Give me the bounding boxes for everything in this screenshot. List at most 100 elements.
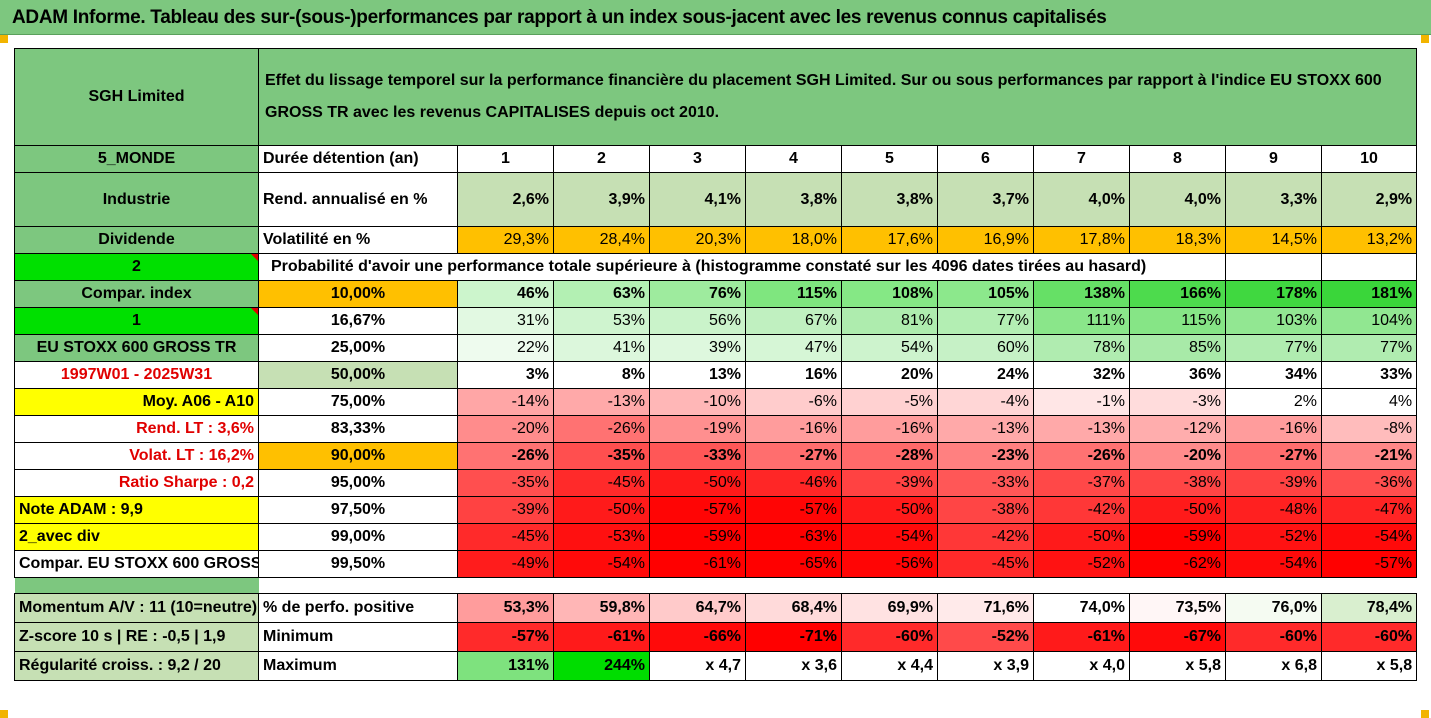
threshold-cell: 83,33% xyxy=(258,415,458,443)
probability-cell: -42% xyxy=(937,523,1034,551)
probability-cell: 24% xyxy=(937,361,1034,389)
perf-pos-cell: 59,8% xyxy=(553,593,650,623)
probability-cell: -27% xyxy=(1225,442,1322,470)
probability-cell: -27% xyxy=(745,442,842,470)
corner-marker xyxy=(1421,35,1429,43)
vol-cell: 20,3% xyxy=(649,226,746,254)
probability-cell: -8% xyxy=(1320,415,1418,443)
probability-cell: -23% xyxy=(937,442,1034,470)
probability-cell: 36% xyxy=(1129,361,1226,389)
probability-cell: -42% xyxy=(1033,496,1130,524)
rend-cell: 3,9% xyxy=(553,172,650,227)
probability-cell: -50% xyxy=(553,496,650,524)
probability-cell: 60% xyxy=(937,334,1034,362)
perf-pos-cell: 53,3% xyxy=(457,593,554,623)
period-label: 1997W01 - 2025W31 xyxy=(14,361,259,389)
threshold-cell: 25,00% xyxy=(258,334,458,362)
probability-cell: 85% xyxy=(1129,334,1226,362)
probability-row: 1 16,67% 31% 53% 56% 67% 81% 77% 111% 115% 103% 104… xyxy=(14,307,1418,335)
probability-cell: -48% xyxy=(1225,496,1322,524)
year-header: 9 xyxy=(1225,145,1322,173)
minimum-cell: -66% xyxy=(649,622,746,652)
vol-cell: 13,2% xyxy=(1320,226,1418,254)
probability-row: EU STOXX 600 GROSS TR 25,00% 22% 41% 39% 47% 5… xyxy=(14,334,1418,362)
probability-cell: -21% xyxy=(1320,442,1418,470)
probability-cell: -50% xyxy=(841,496,938,524)
probability-cell: -20% xyxy=(457,415,554,443)
zone-label[interactable]: 5_MONDE xyxy=(14,145,259,173)
probability-cell: 13% xyxy=(649,361,746,389)
spacer-row xyxy=(259,578,1417,594)
probability-cell: -50% xyxy=(1033,523,1130,551)
sector-label[interactable]: Industrie xyxy=(14,172,259,227)
probability-cell: -54% xyxy=(1225,550,1322,578)
dividend-label[interactable]: Dividende xyxy=(14,226,259,254)
perf-pos-cell: 64,7% xyxy=(649,593,746,623)
avec-div-label[interactable]: 2_avec div xyxy=(14,523,259,551)
vol-cell: 18,3% xyxy=(1129,226,1226,254)
probability-cell: -46% xyxy=(745,469,842,497)
probability-cell: -59% xyxy=(1129,523,1226,551)
minimum-cell: -61% xyxy=(553,622,650,652)
maximum-cell: 244% xyxy=(553,651,650,681)
probability-cell: 181% xyxy=(1320,280,1418,308)
threshold-cell: 99,50% xyxy=(258,550,458,578)
probability-cell: -26% xyxy=(457,442,554,470)
duree-label: Durée détention (an) xyxy=(258,145,458,173)
rend-cell: 4,0% xyxy=(1033,172,1130,227)
rend-lt-label: Rend. LT : 3,6% xyxy=(14,415,259,443)
year-header: 7 xyxy=(1033,145,1130,173)
probability-cell: 108% xyxy=(841,280,938,308)
probability-row: 1997W01 - 2025W31 50,00% 3% 8% 13% 16% 20% 24% 3… xyxy=(14,361,1418,389)
compar-bottom-label: Compar. EU STOXX 600 GROSS TR xyxy=(14,550,259,578)
vol-cell: 14,5% xyxy=(1225,226,1322,254)
maximum-cell: x 5,8 xyxy=(1320,651,1418,681)
probability-cell: 77% xyxy=(937,307,1034,335)
probability-cell: 77% xyxy=(1225,334,1322,362)
probability-cell: 115% xyxy=(1129,307,1226,335)
choice-2-cell[interactable]: 2 xyxy=(14,253,259,281)
zscore-label: Z-score 10 s | RE : -0,5 | 1,9 xyxy=(14,622,259,652)
threshold-cell: 10,00% xyxy=(258,280,458,308)
rend-cell: 3,8% xyxy=(841,172,938,227)
probability-cell: -35% xyxy=(457,469,554,497)
vol-label: Volatilité en % xyxy=(258,226,458,254)
year-header: 8 xyxy=(1129,145,1226,173)
rend-cell: 4,0% xyxy=(1129,172,1226,227)
probability-cell: 111% xyxy=(1033,307,1130,335)
maximum-cell: x 4,7 xyxy=(649,651,746,681)
probability-cell: -49% xyxy=(457,550,554,578)
probability-cell: -45% xyxy=(553,469,650,497)
regularite-label: Régularité croiss. : 9,2 / 20 xyxy=(14,651,259,681)
vol-cell: 29,3% xyxy=(457,226,554,254)
maximum-cell: x 3,6 xyxy=(745,651,842,681)
sharpe-label: Ratio Sharpe : 0,2 xyxy=(14,469,259,497)
probability-row: Ratio Sharpe : 0,2 95,00% -35% -45% -50% -46%… xyxy=(14,469,1418,497)
maximum-cell: x 5,8 xyxy=(1129,651,1226,681)
year-header: 4 xyxy=(745,145,842,173)
threshold-cell: 95,00% xyxy=(258,469,458,497)
rend-label: Rend. annualisé en % xyxy=(258,172,458,227)
index-name-label[interactable]: EU STOXX 600 GROSS TR xyxy=(14,334,259,362)
probability-cell: -54% xyxy=(1320,523,1418,551)
probability-cell: -6% xyxy=(745,388,842,416)
minimum-cell: -71% xyxy=(745,622,842,652)
probability-cell: 77% xyxy=(1320,334,1418,362)
probability-cell: 67% xyxy=(745,307,842,335)
year-header: 3 xyxy=(649,145,746,173)
probability-cell: -45% xyxy=(937,550,1034,578)
probability-cell: -65% xyxy=(745,550,842,578)
probability-cell: -4% xyxy=(937,388,1034,416)
probability-cell: -47% xyxy=(1320,496,1418,524)
compar-index-label[interactable]: Compar. index xyxy=(14,280,259,308)
probability-cell: 105% xyxy=(937,280,1034,308)
threshold-cell: 16,67% xyxy=(258,307,458,335)
probability-cell: -56% xyxy=(841,550,938,578)
year-header: 1 xyxy=(457,145,554,173)
choice-1-cell[interactable]: 1 xyxy=(14,307,259,335)
proba-label: Probabilité d'avoir une performance tota… xyxy=(258,253,1226,281)
threshold-cell: 99,00% xyxy=(258,523,458,551)
probability-cell: 46% xyxy=(457,280,554,308)
minimum-label: Minimum xyxy=(258,622,458,652)
maximum-cell: x 4,4 xyxy=(841,651,938,681)
